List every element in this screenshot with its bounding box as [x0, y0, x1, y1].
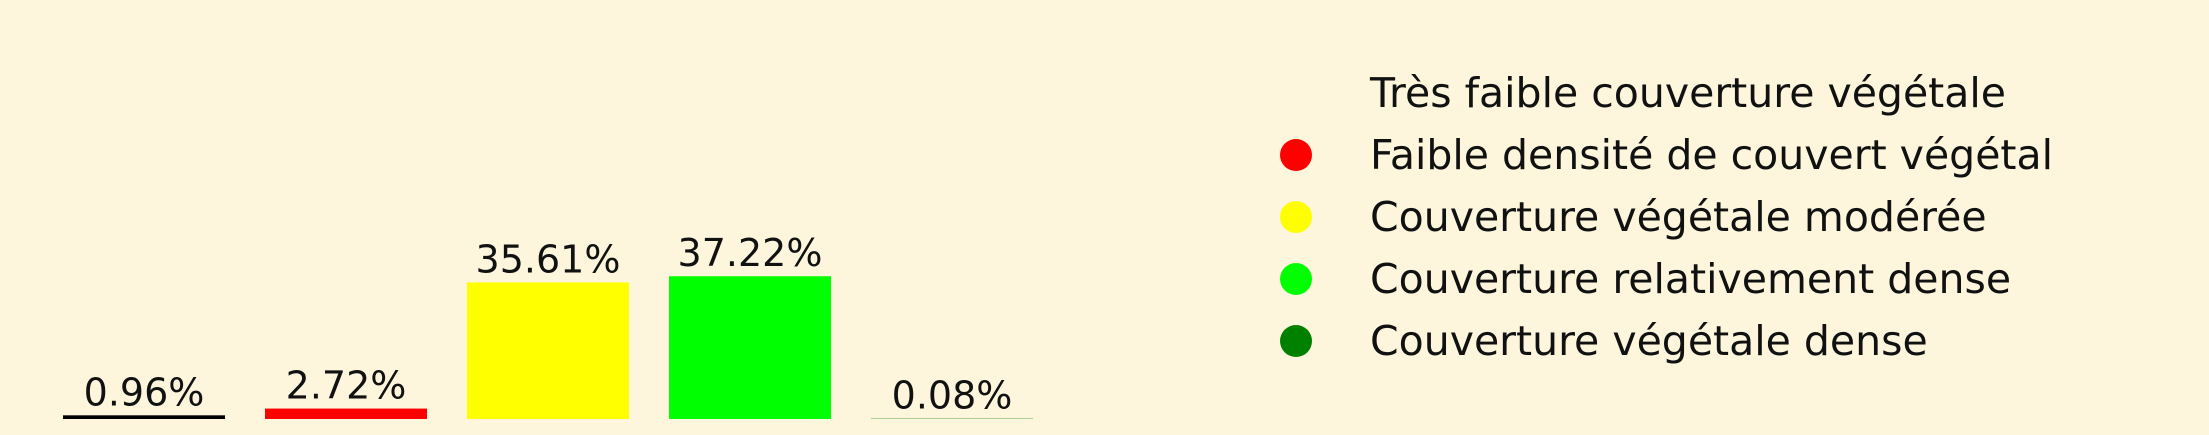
legend: Très faible couverture végétale Faible d… [1280, 62, 2053, 372]
legend-dot-icon [1280, 77, 1312, 109]
bar-very-low [63, 415, 225, 419]
legend-label: Couverture végétale dense [1370, 317, 1928, 365]
legend-dot-icon [1280, 325, 1312, 357]
bar-low [265, 408, 427, 419]
legend-dot-icon [1280, 263, 1312, 295]
legend-dot-icon [1280, 139, 1312, 171]
data-label-moderate: 35.61% [476, 237, 621, 281]
data-label-very-low: 0.96% [84, 370, 205, 414]
legend-label: Faible densité de couvert végétal [1370, 131, 2054, 179]
legend-dot-icon [1280, 201, 1312, 233]
legend-label: Très faible couverture végétale [1370, 69, 2007, 117]
legend-item-moderate: Couverture végétale modérée [1280, 186, 2053, 248]
legend-label: Couverture relativement dense [1370, 255, 2012, 303]
data-label-relatively-dense: 37.22% [678, 231, 823, 275]
legend-item-relatively-dense: Couverture relativement dense [1280, 248, 2053, 310]
legend-item-low: Faible densité de couvert végétal [1280, 124, 2053, 186]
legend-item-very-low: Très faible couverture végétale [1280, 62, 2053, 124]
legend-label: Couverture végétale modérée [1370, 193, 1987, 241]
data-label-dense: 0.08% [892, 374, 1013, 418]
data-label-low: 2.72% [286, 364, 407, 408]
bar-moderate [467, 282, 629, 419]
bar-relatively-dense [669, 276, 831, 419]
legend-item-dense: Couverture végétale dense [1280, 310, 2053, 372]
